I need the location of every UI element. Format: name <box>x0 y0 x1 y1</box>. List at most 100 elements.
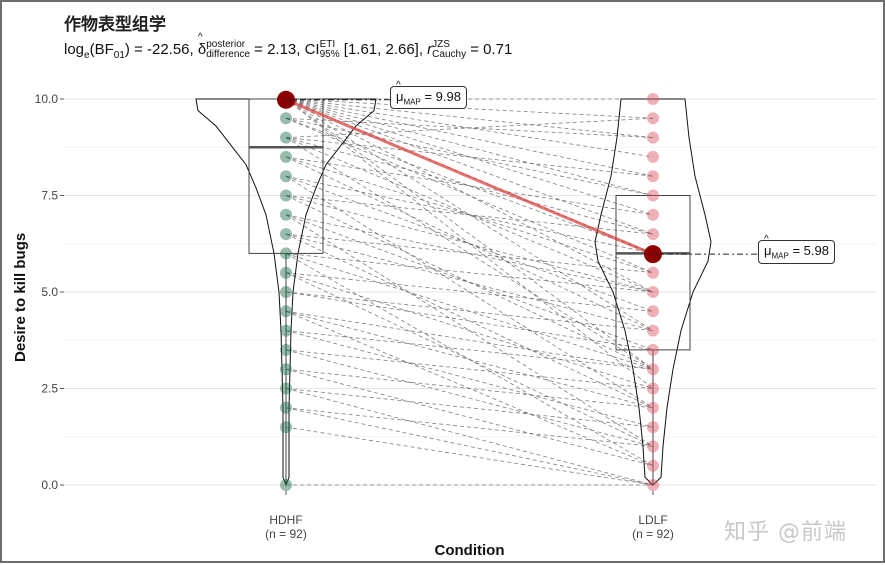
map-label-hdhf-sub: MAP <box>403 97 421 107</box>
paired-line <box>285 330 654 428</box>
y-tick-label: 0.0 <box>41 478 58 492</box>
y-tick-label: 2.5 <box>41 382 58 396</box>
paired-line <box>285 195 654 235</box>
data-point <box>280 266 292 279</box>
subtitle-r-sub: Cauchy <box>432 49 467 60</box>
data-point <box>280 382 292 395</box>
paired-line <box>285 407 654 447</box>
data-point <box>280 479 292 491</box>
data-point <box>647 324 659 337</box>
data-point <box>280 208 292 221</box>
data-point <box>647 131 659 144</box>
paired-line <box>285 98 654 177</box>
paired-line <box>285 272 654 312</box>
paired-line <box>285 98 654 196</box>
paired-line <box>285 98 654 119</box>
data-point <box>647 189 659 202</box>
data-point <box>280 131 292 144</box>
paired-line <box>285 310 654 370</box>
paired-line <box>285 368 654 467</box>
paired-line <box>285 117 654 138</box>
paired-line <box>285 98 654 370</box>
data-point <box>280 150 292 163</box>
x-tick-n-ldlf: (n = 92) <box>632 527 674 541</box>
mean-connector <box>285 98 654 256</box>
data-point <box>647 228 659 241</box>
data-point <box>280 343 292 356</box>
paired-line <box>285 388 654 428</box>
paired-line <box>285 272 654 389</box>
subtitle-r-val: = 0.71 <box>466 40 513 58</box>
data-point <box>280 421 292 434</box>
map-label-ldlf-sub: MAP <box>771 251 789 261</box>
paired-line <box>285 117 654 274</box>
paired-line <box>285 98 654 235</box>
paired-line <box>285 175 654 409</box>
data-point <box>647 266 659 279</box>
data-point <box>647 150 659 163</box>
subtitle-ci-sup: ETI <box>319 39 336 50</box>
data-point <box>280 247 292 260</box>
paired-line <box>285 214 654 351</box>
paired-line <box>285 330 654 370</box>
paired-line <box>285 233 654 274</box>
data-point <box>647 305 659 318</box>
data-point <box>280 401 292 414</box>
data-point <box>647 208 659 221</box>
paired-line <box>285 291 654 331</box>
data-point <box>280 363 292 376</box>
subtitle-bf-sub: 01 <box>113 49 125 61</box>
paired-line <box>285 117 654 254</box>
paired-line <box>285 175 654 312</box>
paired-line <box>285 137 654 177</box>
paired-line <box>285 253 654 293</box>
data-point <box>280 112 292 125</box>
subtitle-r: r <box>427 40 433 58</box>
data-point <box>280 228 292 241</box>
map-label-ldlf-val: = 5.98 <box>788 243 829 259</box>
data-point <box>647 440 659 453</box>
subtitle-delta: δ <box>198 32 206 58</box>
subtitle-bf: (BF <box>89 40 114 58</box>
map-label-hdhf-mu: μ <box>396 80 404 104</box>
data-point <box>647 343 659 356</box>
data-point <box>647 401 659 414</box>
data-point <box>647 459 659 472</box>
subtitle-delta-sub: difference <box>206 49 250 60</box>
paired-line <box>285 98 654 293</box>
x-tick-n-hdhf: (n = 92) <box>265 527 307 541</box>
paired-line <box>285 195 654 370</box>
paired-line <box>285 233 654 409</box>
data-point <box>280 189 292 202</box>
subtitle-log: log <box>64 40 85 58</box>
chart-title: 作物表型组学 <box>64 15 166 35</box>
data-point <box>647 479 659 491</box>
watermark: 知乎 @前端 <box>724 520 847 545</box>
data-point <box>647 363 659 376</box>
data-point <box>647 382 659 395</box>
paired-line <box>285 156 654 331</box>
paired-line <box>285 214 654 447</box>
y-tick-label: 5.0 <box>41 285 58 299</box>
data-point <box>647 170 659 183</box>
subtitle-bf-val: ) = -22.56, <box>124 40 198 58</box>
paired-line <box>285 426 654 486</box>
data-point <box>647 286 659 298</box>
y-tick-label: 7.5 <box>41 189 58 203</box>
paired-line <box>285 407 654 486</box>
paired-line <box>285 98 654 138</box>
data-point <box>280 170 292 183</box>
data-point <box>647 112 659 125</box>
subtitle-delta-val: = 2.13, CI <box>249 40 320 58</box>
subtitle-r-sup: JZS <box>432 39 450 50</box>
data-point <box>647 421 659 434</box>
paired-line <box>285 272 654 447</box>
paired-line <box>285 310 654 467</box>
x-axis-label: Condition <box>434 542 505 559</box>
paired-line <box>285 137 654 370</box>
data-point <box>280 305 292 318</box>
y-tick-label: 10.0 <box>35 92 59 106</box>
chart-subtitle: loge(BF01) = -22.56, δposteriordifferenc… <box>64 32 513 61</box>
map-label-hdhf-val: = 9.98 <box>420 88 461 104</box>
